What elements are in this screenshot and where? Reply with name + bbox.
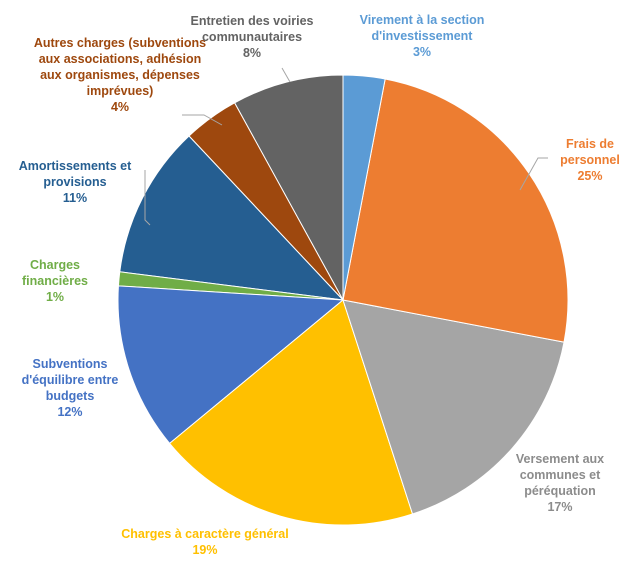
slice-label: Charges à caractère général 19% [120,526,290,558]
pie-slice [342,74,386,301]
slice-label: Amortissements et provisions 11% [0,158,150,206]
slice-label: Frais de personnel 25% [545,136,626,184]
percent-label: 1% [45,290,65,304]
category-name: Amortissements et provisions [18,159,132,189]
pie-slice [119,135,345,301]
pie-slice [117,285,345,445]
category-name: Charges à caractère général [121,527,289,541]
leader-line [182,114,223,126]
pie-slice [342,299,565,515]
category-name: Autres charges (subventions aux associat… [33,36,207,98]
leader-line [144,170,151,226]
percent-label: 4% [110,100,130,114]
category-name: Charges financières [21,258,88,288]
percent-label: 8% [242,46,262,60]
percent-label: 12% [57,405,83,419]
slice-label: Entretien des voiries communautaires 8% [177,13,327,61]
percent-label: 19% [192,543,218,557]
percent-label: 3% [412,45,432,59]
category-name: Subventions d'équilibre entre budgets [21,357,119,403]
percent-label: 17% [547,500,573,514]
slice-label: Virement à la section d'investissement 3% [347,12,497,60]
slice-label: Subventions d'équilibre entre budgets 12% [10,356,130,420]
slice-label: Autres charges (subventions aux associat… [30,35,210,115]
leader-line [281,67,291,83]
leader-line [519,157,548,191]
category-name: Entretien des voiries communautaires [190,14,314,44]
percent-label: 11% [62,191,88,205]
percent-label: 25% [577,169,603,183]
slice-label: Versement aux communes et péréquation 17% [505,451,615,515]
category-name: Virement à la section d'investissement [359,13,485,43]
pie-slice [168,299,414,526]
pie-slice [233,74,344,301]
category-name: Versement aux communes et péréquation [515,452,605,498]
category-name: Frais de personnel [560,137,620,167]
slice-label: Charges financières 1% [10,257,100,305]
